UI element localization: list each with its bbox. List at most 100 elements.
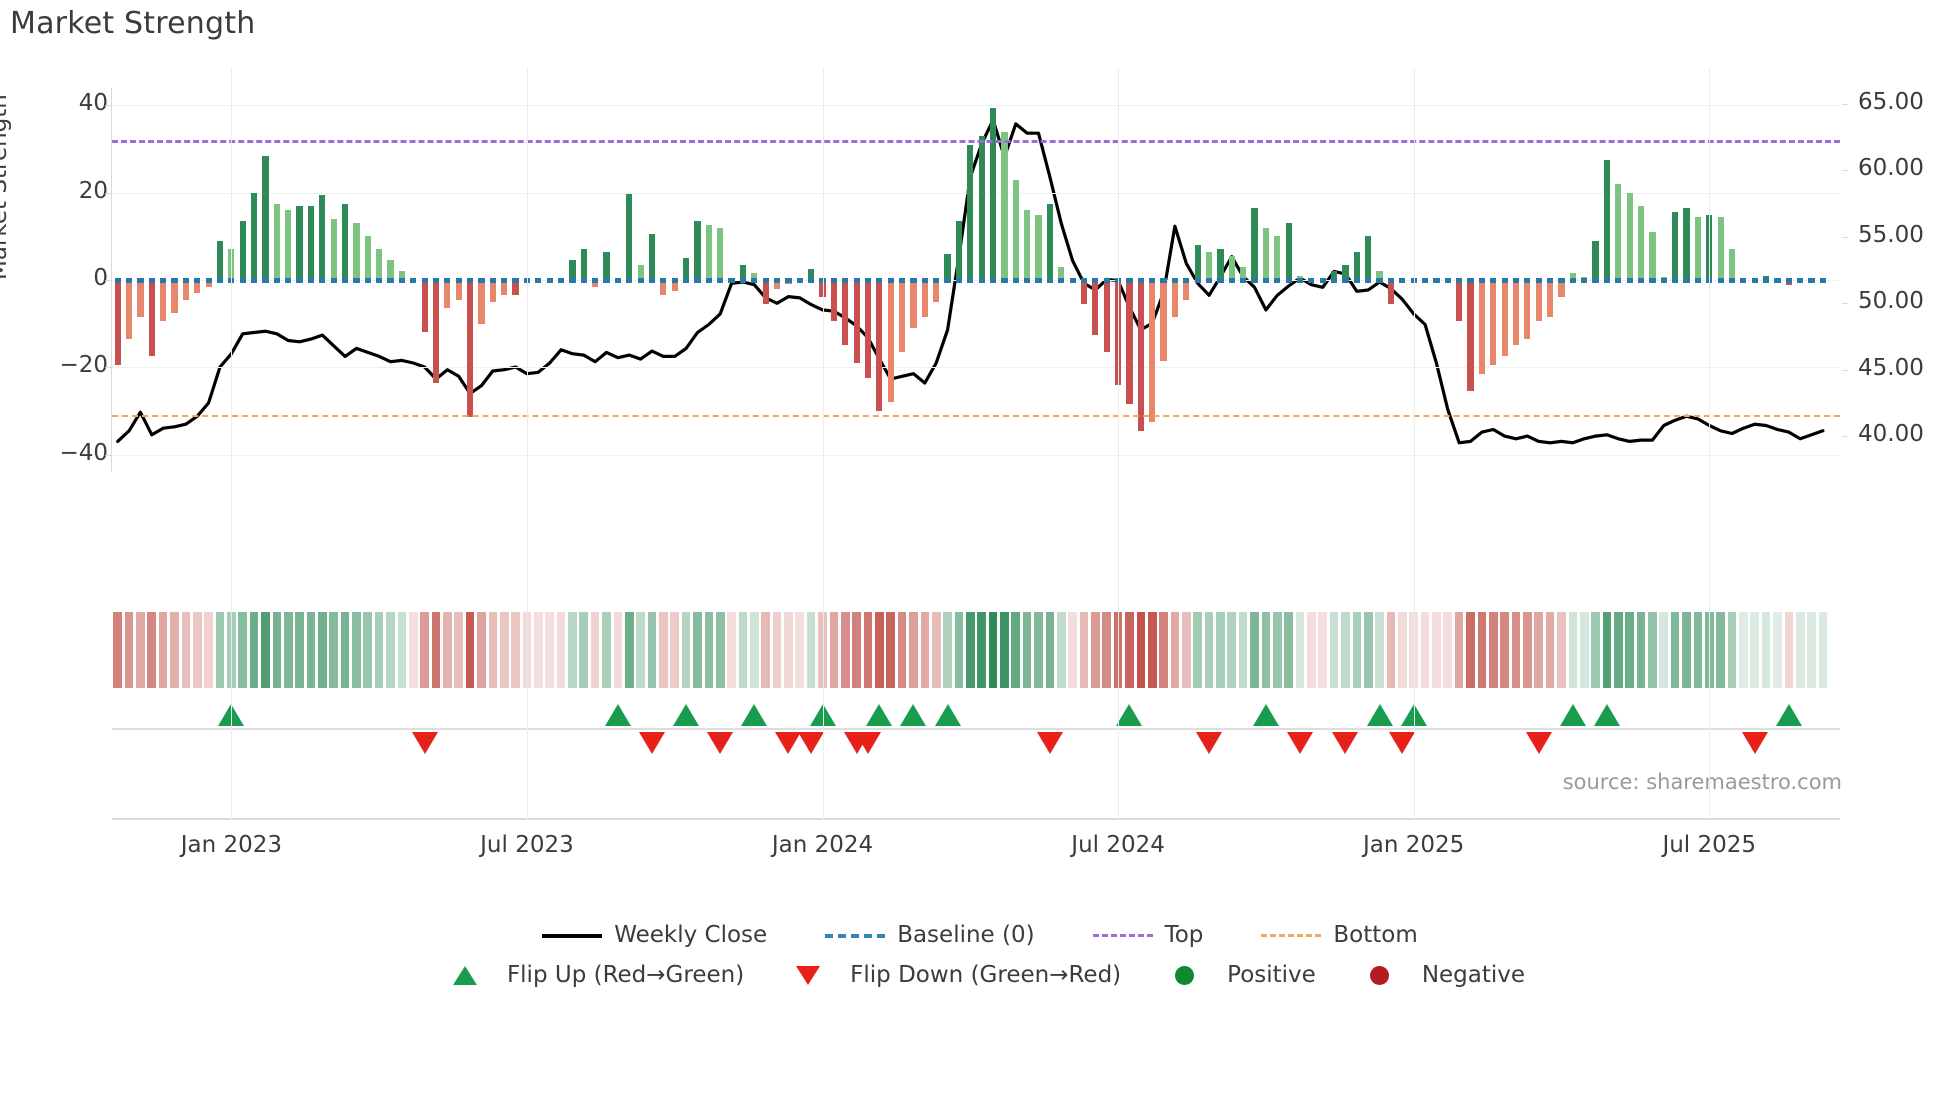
- strength-bar: [387, 260, 394, 280]
- x-tick-label-3: Jul 2024: [1071, 832, 1165, 858]
- baseline-tick: [1490, 278, 1497, 283]
- negative-dot-icon: [1350, 964, 1410, 986]
- heat-cell: [909, 612, 918, 688]
- heat-cell: [1602, 612, 1612, 688]
- heat-cell: [295, 612, 304, 688]
- strength-bar: [1183, 280, 1190, 300]
- strength-bar: [648, 234, 656, 280]
- right-tick-label-50: 50.00: [1858, 288, 1924, 315]
- heat-cell: [1295, 612, 1305, 688]
- legend-item-baseline[interactable]: Baseline (0): [825, 922, 1035, 948]
- baseline-tick: [887, 278, 894, 283]
- flip-down-marker: [1525, 732, 1552, 754]
- baseline-tick: [1740, 278, 1747, 283]
- heat-cell: [1000, 612, 1009, 688]
- heat-cell: [477, 612, 486, 688]
- baseline-tick: [1296, 278, 1304, 283]
- heat-cell: [1477, 612, 1487, 688]
- legend-item-weekly-close[interactable]: Weekly Close: [542, 922, 767, 948]
- strength-bar: [1546, 280, 1554, 318]
- legend-label-weekly-close: Weekly Close: [614, 922, 768, 948]
- heat-cell: [965, 612, 975, 688]
- flip-down-marker: [1389, 732, 1416, 754]
- baseline-tick: [1672, 278, 1679, 283]
- baseline-tick: [717, 278, 724, 283]
- heat-cell: [488, 612, 498, 688]
- left-tick-label--20: −20: [59, 352, 108, 379]
- strength-bar: [1240, 266, 1247, 280]
- legend-item-bottom[interactable]: Bottom: [1261, 922, 1418, 948]
- heat-cell: [1795, 612, 1805, 688]
- right-tick-mark-55: [1842, 236, 1848, 238]
- strength-bar: [341, 203, 349, 280]
- legend-item-positive[interactable]: Positive: [1155, 962, 1316, 988]
- strength-bar: [1126, 280, 1133, 405]
- strength-bar: [285, 210, 292, 280]
- legend-item-top[interactable]: Top: [1092, 922, 1203, 948]
- left-axis-label: Market Strength: [0, 94, 12, 280]
- strength-bar: [1296, 275, 1304, 280]
- strength-bar: [432, 280, 440, 383]
- flip-up-marker: [604, 704, 631, 726]
- baseline-tick: [853, 278, 860, 283]
- strength-bar: [171, 280, 178, 313]
- legend-item-flip-up[interactable]: Flip Up (Red→Green): [435, 962, 744, 988]
- baseline-tick: [1365, 278, 1372, 283]
- strength-bar: [592, 280, 599, 287]
- heat-cell: [317, 612, 327, 688]
- heat-cell: [1136, 612, 1146, 688]
- heat-cell: [1432, 612, 1441, 688]
- legend-item-flip-down[interactable]: Flip Down (Green→Red): [778, 962, 1121, 988]
- strength-bar: [637, 264, 644, 280]
- heat-cell: [829, 612, 839, 688]
- heat-cell: [397, 612, 407, 688]
- baseline-tick: [921, 278, 928, 283]
- strength-bar: [1058, 266, 1065, 280]
- baseline-tick: [1137, 278, 1144, 283]
- heat-cell: [352, 612, 361, 688]
- legend-row-1: Weekly Close Baseline (0) Top Bottom: [0, 915, 1960, 955]
- heat-cell: [693, 612, 702, 688]
- baseline-tick: [1467, 278, 1474, 283]
- left-tick-mark--40: [105, 454, 111, 456]
- heat-cell: [1648, 612, 1657, 688]
- x-tick-label-5: Jul 2025: [1662, 832, 1757, 858]
- x-tick-mark: [1413, 68, 1415, 820]
- heat-cell: [181, 612, 191, 688]
- strength-bar: [864, 280, 872, 379]
- heat-cell: [1500, 612, 1509, 688]
- strength-bar: [808, 269, 815, 280]
- baseline-tick: [1535, 278, 1542, 283]
- flip-up-marker: [1559, 704, 1586, 726]
- flip-down-marker: [798, 732, 825, 754]
- baseline-tick: [967, 278, 974, 283]
- strength-bar: [1512, 280, 1520, 346]
- heat-cell: [636, 612, 645, 688]
- baseline-tick: [1274, 278, 1281, 283]
- legend-item-negative[interactable]: Negative: [1350, 962, 1525, 988]
- gridline-y-40: [112, 105, 1840, 107]
- strength-bar: [887, 280, 894, 403]
- strength-bar: [1490, 280, 1497, 366]
- strength-heat-strip: [112, 612, 1840, 688]
- heat-cell: [443, 612, 452, 688]
- strength-bar: [603, 251, 610, 280]
- heat-cell: [1227, 612, 1237, 688]
- heat-cell: [795, 612, 805, 688]
- baseline-tick: [478, 278, 485, 283]
- strength-bar: [1456, 280, 1463, 322]
- x-tick-mark: [526, 68, 528, 820]
- baseline-tick: [592, 278, 599, 283]
- baseline-tick: [1728, 278, 1736, 283]
- heat-cell: [1363, 612, 1373, 688]
- x-tick-label-4: Jan 2025: [1363, 832, 1465, 858]
- heat-cell: [602, 612, 611, 688]
- strength-bar: [1467, 280, 1474, 392]
- baseline-tick: [1569, 278, 1576, 283]
- heat-cell: [852, 612, 861, 688]
- heat-cell: [1523, 612, 1532, 688]
- flip-up-marker: [1252, 704, 1279, 726]
- baseline-tick: [501, 278, 508, 283]
- strength-bar: [739, 264, 747, 280]
- bottom-swatch-icon-glyph: [1261, 934, 1322, 937]
